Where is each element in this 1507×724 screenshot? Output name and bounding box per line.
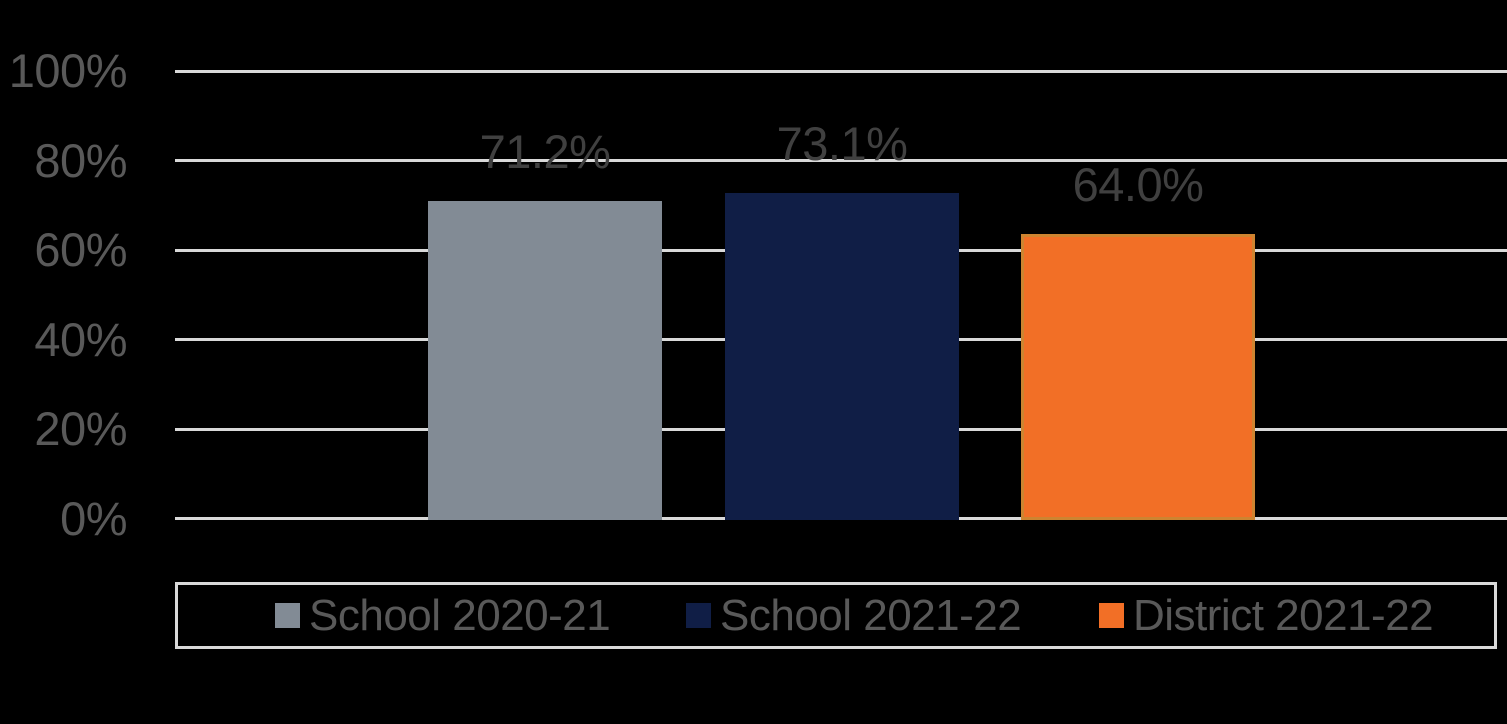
bar-district-2021-22 [1021,233,1255,520]
bar-value-label: 73.1% [776,116,908,170]
gridline [175,69,1507,73]
y-axis-tick-label: 100% [8,44,128,97]
legend-swatch-icon [686,603,711,628]
chart-legend: School 2020-21 School 2021-22 District 202… [175,582,1497,649]
bar-value-label: 71.2% [479,125,611,179]
legend-label: District 2021-22 [1133,590,1434,640]
legend-swatch-icon [1099,603,1124,628]
legend-swatch-icon [275,603,300,628]
legend-item-district-2021-22: District 2021-22 [1099,590,1434,640]
legend-label: School 2021-22 [720,590,1022,640]
legend-item-school-2021-22: School 2021-22 [686,590,1022,640]
bar-school-2021-22 [725,192,959,520]
y-axis-tick-label: 60% [34,223,127,276]
legend-item-school-2020-21: School 2020-21 [275,590,611,640]
bar-value-label: 64.0% [1072,157,1204,211]
y-axis-tick-label: 20% [34,402,127,455]
y-axis-tick-label: 40% [34,312,127,366]
y-axis-tick-label: 80% [34,133,127,187]
legend-label: School 2020-21 [309,590,611,640]
y-axis-tick-label: 0% [60,491,127,545]
gridline [175,159,1507,162]
bar-school-2020-21 [428,201,662,520]
